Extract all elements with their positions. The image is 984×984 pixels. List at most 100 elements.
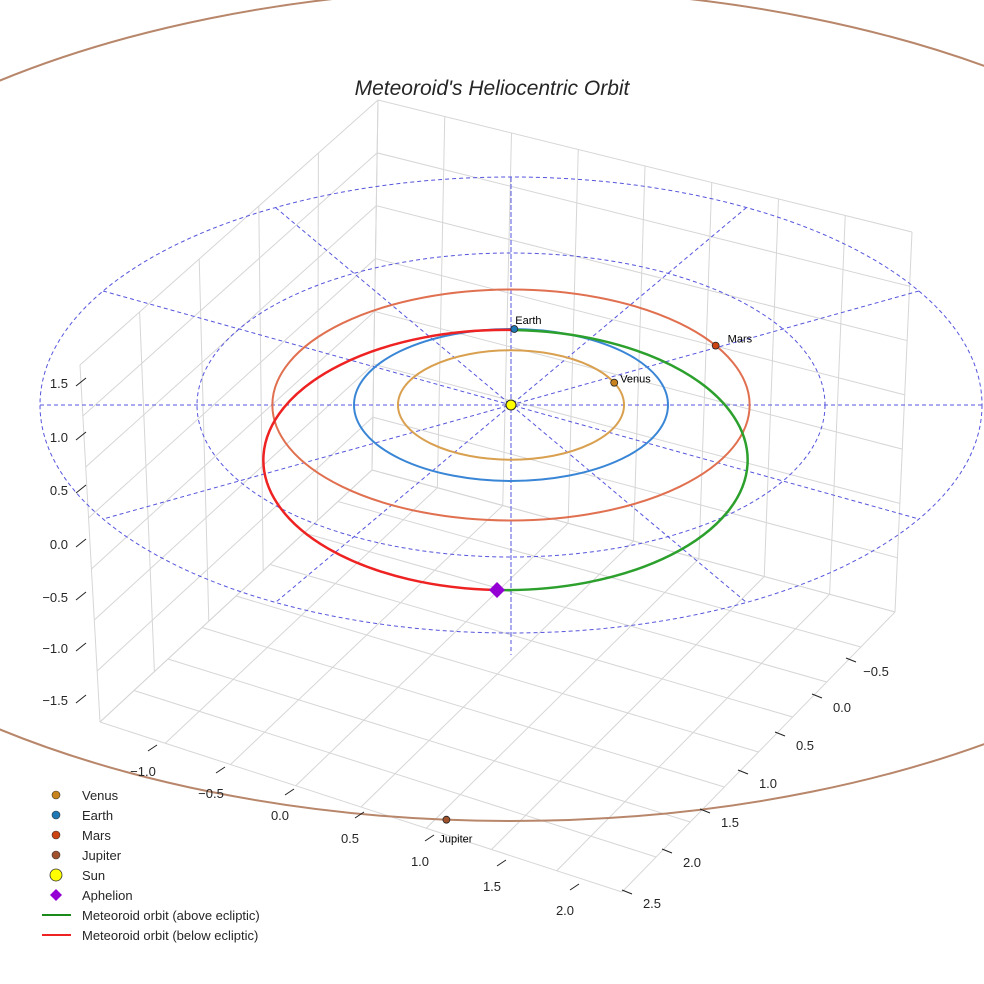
legend-venus-marker (51, 790, 61, 800)
right-pane-gridline (633, 165, 646, 542)
z-tick-label: −0.5 (42, 590, 68, 605)
legend-label: Meteoroid orbit (above ecliptic) (82, 908, 260, 923)
floor-gridline (425, 558, 700, 829)
left-pane-gridline (88, 258, 376, 519)
mars-label: Mars (728, 334, 753, 346)
y-tick-label: 0.5 (796, 738, 814, 753)
floor-gridline (556, 593, 830, 872)
earth-marker (510, 325, 519, 333)
right-pane-gridline (376, 205, 908, 342)
aphelion-marker (489, 582, 505, 598)
legend-label: Jupiter (82, 848, 122, 863)
z-tick-label: 0.5 (50, 483, 68, 498)
z-tick-mark (75, 431, 87, 441)
mars-orbit (271, 288, 751, 522)
axis-ticks: 1.5 1.0 0.5 0.0 −0.5 −1.0 −1.5 −1.0 −0.5 0.0 0.5 1.… (42, 376, 889, 918)
y-tick-label: 2.0 (683, 855, 701, 870)
y-tick-mark (811, 693, 823, 699)
right-pane-gridline (436, 116, 446, 488)
floor-gridline (621, 611, 896, 893)
axes-grid (79, 99, 913, 893)
legend-label: Mars (82, 828, 111, 843)
floor-gridline (295, 522, 569, 787)
legend-label: Venus (82, 788, 119, 803)
left-pane-gridline (79, 99, 379, 366)
z-tick-mark (75, 591, 87, 601)
jupiter-marker (442, 815, 451, 824)
sun-marker (505, 399, 517, 411)
y-tick-label: 1.0 (759, 776, 777, 791)
z-tick-label: 1.5 (50, 376, 68, 391)
right-pane-gridline (567, 149, 579, 524)
x-tick-mark (569, 883, 580, 891)
reference-rings (39, 176, 983, 655)
x-tick-label: 0.5 (341, 831, 359, 846)
z-tick-mark (75, 484, 87, 494)
floor-gridline (360, 540, 634, 808)
z-tick-label: 0.0 (50, 537, 68, 552)
z-tick-mark (75, 694, 87, 704)
earth-label: Earth (515, 315, 541, 327)
right-pane-gridline (373, 363, 900, 504)
x-tick-label: 1.5 (483, 879, 501, 894)
right-pane-gridline (374, 310, 903, 450)
z-tick-mark (75, 377, 87, 387)
left-pane-gridline (93, 363, 375, 621)
right-pane-gridline (371, 99, 379, 471)
legend-label: Earth (82, 808, 113, 823)
mars-marker (711, 341, 720, 350)
left-pane-gridline (198, 258, 210, 622)
y-tick-mark (845, 657, 857, 663)
venus-marker (610, 378, 619, 387)
y-tick-label: 0.0 (833, 700, 851, 715)
radial-guide (275, 207, 747, 603)
bodies: Venus Earth Mars Jupiter (439, 315, 752, 846)
meteoroid-orbit-below (262, 328, 515, 592)
y-tick-mark (737, 769, 749, 775)
left-pane-gridline (258, 205, 264, 571)
floor-gridline (99, 469, 373, 723)
legend-label: Sun (82, 868, 105, 883)
right-pane-gridline (829, 215, 846, 595)
x-tick-label: 0.0 (271, 808, 289, 823)
floor-gridline (230, 505, 504, 765)
right-pane-gridline (377, 99, 913, 233)
legend-label: Meteoroid orbit (below ecliptic) (82, 928, 258, 943)
z-tick-label: 1.0 (50, 430, 68, 445)
x-tick-label: −1.0 (130, 764, 156, 779)
chart-title: Meteoroid's Heliocentric Orbit (355, 77, 631, 100)
venus-orbit (396, 349, 626, 461)
x-tick-mark (284, 788, 295, 796)
radial-guide (275, 207, 747, 603)
y-tick-label: 1.5 (721, 815, 739, 830)
legend: Venus Earth Mars Jupiter Sun Aphelion Meteoroi… (42, 788, 260, 943)
left-pane-gridline (79, 364, 101, 723)
x-tick-mark (354, 811, 365, 819)
z-tick-mark (75, 642, 87, 652)
right-pane-gridline (502, 132, 512, 506)
left-pane-gridline (139, 311, 155, 672)
y-tick-mark (661, 848, 673, 854)
x-tick-mark (424, 834, 435, 842)
x-tick-mark (496, 859, 507, 867)
right-pane-gridline (894, 231, 913, 613)
legend-jupiter-marker (51, 850, 61, 860)
z-tick-label: −1.5 (42, 693, 68, 708)
floor-gridline (491, 576, 765, 850)
legend-sun-marker (49, 868, 63, 882)
venus-label: Venus (620, 374, 651, 386)
x-tick-label: −0.5 (198, 786, 224, 801)
legend-label: Aphelion (82, 888, 133, 903)
left-pane-gridline (85, 205, 377, 468)
right-pane-gridline (377, 152, 910, 287)
x-tick-mark (147, 744, 158, 752)
y-tick-mark (699, 808, 711, 814)
right-pane-gridline (372, 416, 898, 559)
meteoroid-orbit-above (496, 328, 749, 592)
x-tick-label: 1.0 (411, 854, 429, 869)
right-pane-gridline (375, 258, 905, 396)
y-tick-mark (621, 889, 633, 895)
legend-aphelion-marker (50, 889, 62, 901)
left-pane-gridline (82, 152, 378, 417)
